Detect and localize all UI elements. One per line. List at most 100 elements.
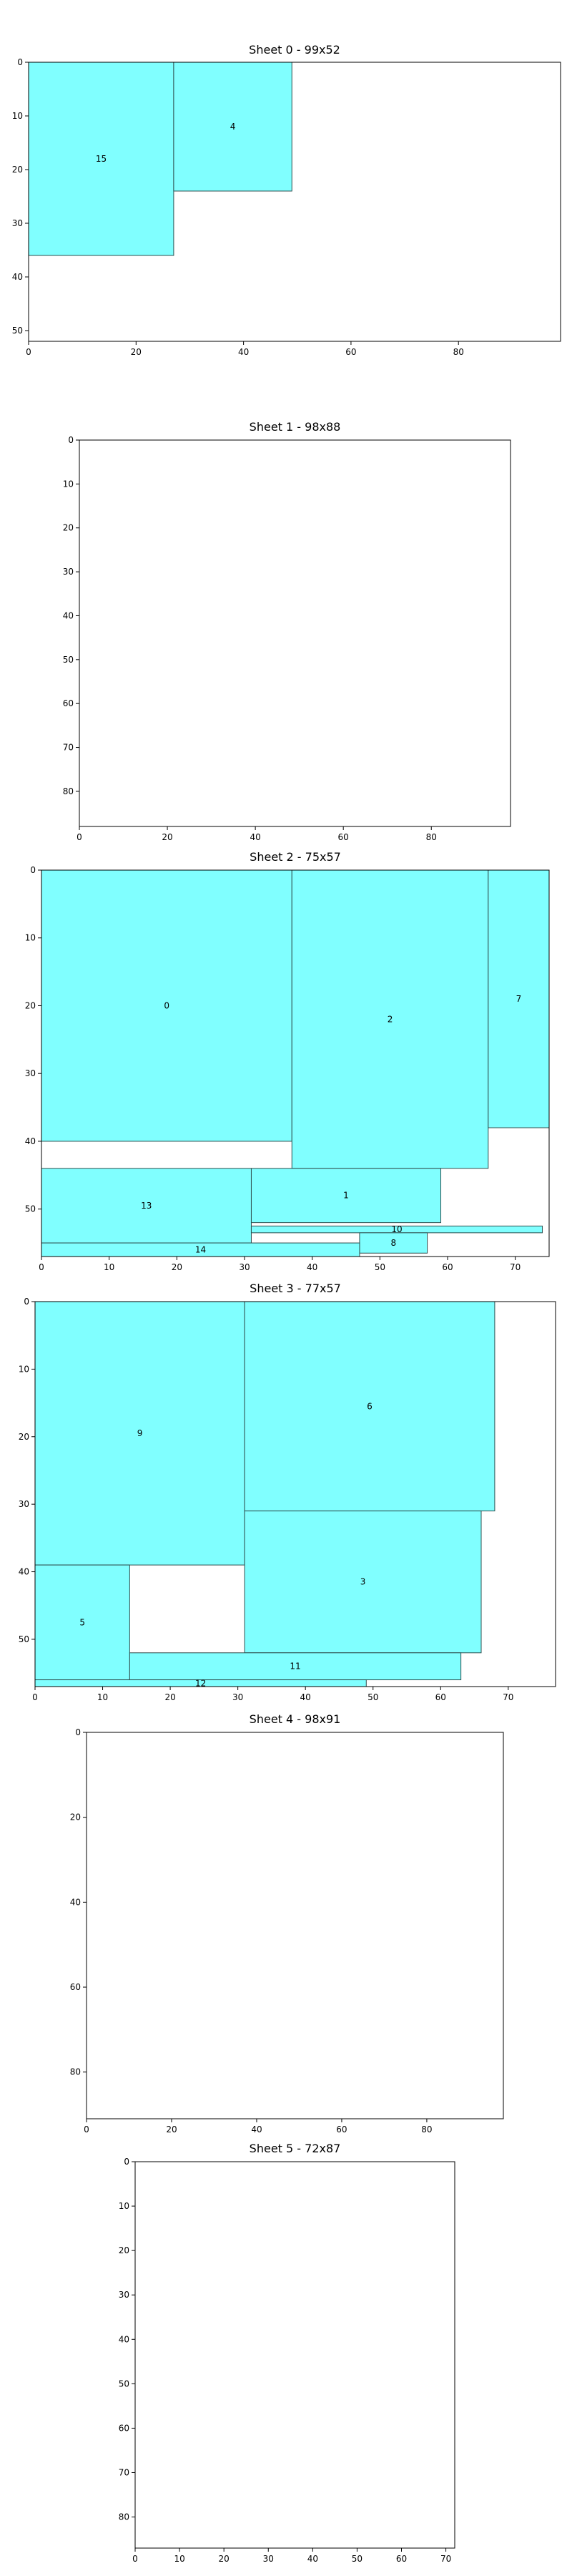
piece-rect	[41, 1168, 252, 1244]
y-tick-label: 30	[63, 567, 74, 577]
piece-label: 8	[390, 1238, 396, 1248]
x-tick-label: 20	[164, 1692, 175, 1702]
piece-label: 15	[96, 154, 107, 164]
axes-frame	[86, 1732, 504, 2119]
x-tick-label: 50	[352, 2554, 363, 2564]
y-tick-label: 40	[63, 610, 74, 620]
x-tick-label: 60	[338, 832, 349, 842]
x-tick-label: 10	[104, 1262, 114, 1272]
y-tick-label: 10	[119, 2201, 129, 2211]
x-tick-label: 30	[263, 2554, 274, 2564]
sheet-4: Sheet 4 - 98x91 0 20 40 60 80 0 20 40 60 80	[70, 1712, 504, 2135]
piece-rect	[244, 1301, 495, 1512]
x-tick-label: 20	[166, 2124, 177, 2135]
y-tick-label: 30	[25, 1068, 36, 1078]
y-tick-label: 20	[119, 2245, 129, 2255]
y-tick-label: 60	[119, 2423, 129, 2433]
y-tick-label: 20	[63, 523, 74, 533]
y-tick-label: 50	[19, 1634, 29, 1644]
y-tick-label: 30	[119, 2290, 129, 2300]
x-tick-label: 40	[238, 347, 249, 357]
x-tick-label: 40	[307, 2554, 318, 2564]
x-tick-label: 40	[250, 832, 260, 842]
piece-label: 3	[360, 1577, 366, 1587]
y-tick-label: 80	[63, 786, 74, 796]
x-tick-label: 50	[368, 1692, 378, 1702]
piece-label: 14	[195, 1245, 206, 1255]
y-tick-label: 70	[63, 743, 74, 753]
chart-title: Sheet 1 - 98x88	[250, 420, 341, 434]
x-tick-label: 40	[300, 1692, 311, 1702]
x-tick-label: 0	[39, 1262, 44, 1272]
y-tick-label: 0	[30, 865, 36, 875]
y-tick-label: 60	[70, 1982, 81, 1992]
piece-rect	[250, 1168, 442, 1224]
y-tick-label: 80	[119, 2512, 129, 2522]
y-tick-label: 70	[119, 2467, 129, 2477]
x-tick-label: 30	[232, 1692, 243, 1702]
axes-frame	[41, 869, 550, 1257]
y-tick-label: 40	[12, 272, 23, 282]
x-tick-label: 0	[132, 2554, 138, 2564]
y-tick-label: 60	[63, 698, 74, 708]
axes-frame	[134, 2161, 455, 2549]
chart-title: Sheet 3 - 77x57	[250, 1282, 341, 1295]
axes-frame	[28, 62, 561, 342]
x-tick-label: 80	[421, 2124, 432, 2135]
sheet-2: Sheet 2 - 75x57 0 2 7 13 1 10 8 14 0 10 20 30 40 50 60 7…	[25, 850, 550, 1272]
y-tick-label: 0	[124, 2157, 129, 2167]
x-tick-label: 20	[172, 1262, 182, 1272]
x-tick-label: 80	[453, 347, 464, 357]
piece-label: 11	[290, 1662, 300, 1672]
x-tick-label: 0	[26, 347, 31, 357]
y-tick-label: 20	[70, 1813, 81, 1823]
piece-rect	[244, 1511, 482, 1654]
sheet-1: Sheet 1 - 98x88 0 20 40 60 80 0 10 20 30 40 50 60 70 8…	[63, 420, 511, 842]
sheet-3: Sheet 3 - 77x57 9 6 3 5 11 12 0 10 20 30 40 50 60 70 0 1…	[19, 1282, 556, 1702]
y-tick-label: 50	[63, 655, 74, 665]
axes-frame	[79, 439, 511, 827]
y-tick-label: 20	[12, 165, 23, 175]
piece-label: 5	[79, 1617, 85, 1627]
piece-rect	[359, 1232, 428, 1254]
x-tick-label: 70	[510, 1262, 521, 1272]
y-tick-label: 50	[119, 2379, 129, 2389]
y-tick-label: 0	[17, 57, 23, 67]
y-tick-label: 40	[19, 1567, 29, 1577]
piece-rect	[34, 1564, 130, 1681]
piece-rect	[28, 62, 174, 256]
x-tick-label: 10	[174, 2554, 184, 2564]
y-tick-label: 40	[70, 1897, 81, 1907]
piece-label: 6	[367, 1401, 373, 1411]
piece-label: 1	[343, 1191, 349, 1201]
piece-rect	[34, 1301, 245, 1566]
y-tick-label: 0	[68, 435, 74, 445]
y-tick-label: 10	[25, 933, 36, 943]
piece-label: 0	[164, 1000, 169, 1010]
x-tick-label: 40	[307, 1262, 317, 1272]
y-tick-label: 30	[12, 218, 23, 228]
x-tick-label: 20	[219, 2554, 230, 2564]
x-tick-label: 20	[131, 347, 142, 357]
x-tick-label: 10	[97, 1692, 108, 1702]
x-tick-label: 20	[162, 832, 172, 842]
x-tick-label: 60	[435, 1692, 446, 1702]
x-tick-label: 70	[440, 2554, 451, 2564]
x-tick-label: 80	[426, 832, 437, 842]
x-tick-label: 30	[239, 1262, 250, 1272]
piece-rect	[291, 869, 489, 1169]
axes-frame	[34, 1301, 556, 1687]
piece-label: 9	[137, 1428, 143, 1438]
y-tick-label: 20	[25, 1000, 36, 1010]
y-tick-label: 0	[24, 1297, 29, 1307]
chart-title: Sheet 5 - 72x87	[250, 2142, 341, 2155]
piece-label: 13	[141, 1201, 152, 1211]
chart-title: Sheet 4 - 98x91	[250, 1712, 341, 1726]
y-tick-label: 0	[75, 1727, 81, 1737]
x-tick-label: 40	[251, 2124, 262, 2135]
x-tick-label: 60	[396, 2554, 407, 2564]
y-tick-label: 50	[25, 1204, 36, 1214]
x-tick-label: 70	[503, 1692, 513, 1702]
x-tick-label: 0	[32, 1692, 38, 1702]
